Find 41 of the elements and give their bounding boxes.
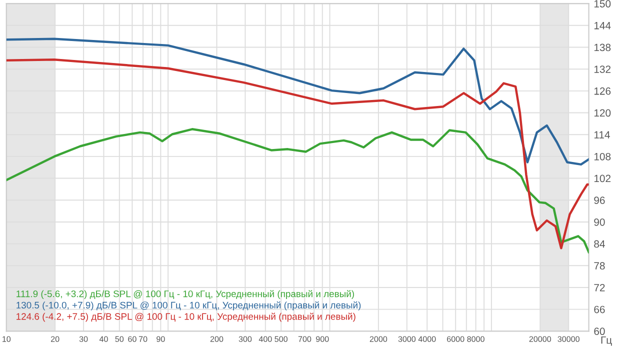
x-tick-label: 30 bbox=[79, 336, 88, 342]
x-tick-label: 3000 bbox=[398, 336, 416, 342]
x-tick-label: 30000 bbox=[558, 336, 580, 342]
x-tick-label: 200 bbox=[210, 336, 224, 342]
text: 111.9 (-5.6, +3.2) дБ/В SPL @ 100 Гц - 10 кГц, Усредненный (правый и левый) bbox=[16, 290, 354, 300]
x-tick-label: 300 bbox=[238, 336, 252, 342]
y-tick-label: 72 bbox=[594, 284, 605, 292]
y-tick-label: 126 bbox=[594, 87, 611, 95]
x-tick-label: 6000 bbox=[447, 336, 464, 342]
x-tick-label: 20000 bbox=[529, 336, 552, 342]
y-tick-label: 132 bbox=[594, 66, 611, 73]
y-tick-label: 120 bbox=[594, 109, 611, 117]
x-tick-label: 90 bbox=[156, 336, 165, 342]
y-tick-label: 108 bbox=[594, 152, 611, 160]
y-tick-label: 138 bbox=[594, 44, 611, 52]
x-tick-label: 60 bbox=[128, 336, 136, 342]
x-tick-label: 400 bbox=[258, 336, 272, 342]
y-tick-label: 150 bbox=[594, 0, 611, 8]
y-tick-label: 84 bbox=[594, 240, 605, 248]
x-tick-label: 500 bbox=[274, 336, 288, 342]
x-tick-label: 8000 bbox=[467, 336, 484, 342]
x-tick-label: 40 bbox=[99, 336, 108, 342]
y-tick-label: 114 bbox=[594, 131, 610, 138]
x-tick-label: 20 bbox=[51, 336, 60, 342]
x-tick-label: 4000 bbox=[418, 336, 436, 342]
x-tick-label: 900 bbox=[316, 336, 329, 342]
y-tick-label: 66 bbox=[594, 306, 605, 314]
y-tick-label: 90 bbox=[594, 218, 605, 226]
text: 124.6 (-4.2, +7.5) дБ/В SPL @ 100 Гц - 10 кГц, Усредненный (правый и левый) bbox=[16, 312, 356, 322]
y-tick-label: 78 bbox=[594, 262, 605, 270]
x-tick-label: 50 bbox=[115, 336, 124, 342]
x-axis-title: Гц bbox=[601, 336, 612, 346]
y-tick-label: 102 bbox=[594, 174, 611, 182]
y-tick-label: 96 bbox=[594, 196, 605, 204]
x-tick-label: 10 bbox=[2, 336, 11, 342]
x-tick-label: 700 bbox=[298, 336, 312, 342]
x-tick-label: 2000 bbox=[370, 336, 388, 342]
y-tick-label: 144 bbox=[594, 22, 611, 30]
text: 130.5 (-10.0, +7.9) дБ/В SPL @ 100 Гц - 10 кГц, Усредненный (правый и левый) bbox=[16, 301, 361, 310]
y-tick-label: 60 bbox=[594, 328, 605, 336]
x-tick-label: 70 bbox=[138, 336, 148, 342]
